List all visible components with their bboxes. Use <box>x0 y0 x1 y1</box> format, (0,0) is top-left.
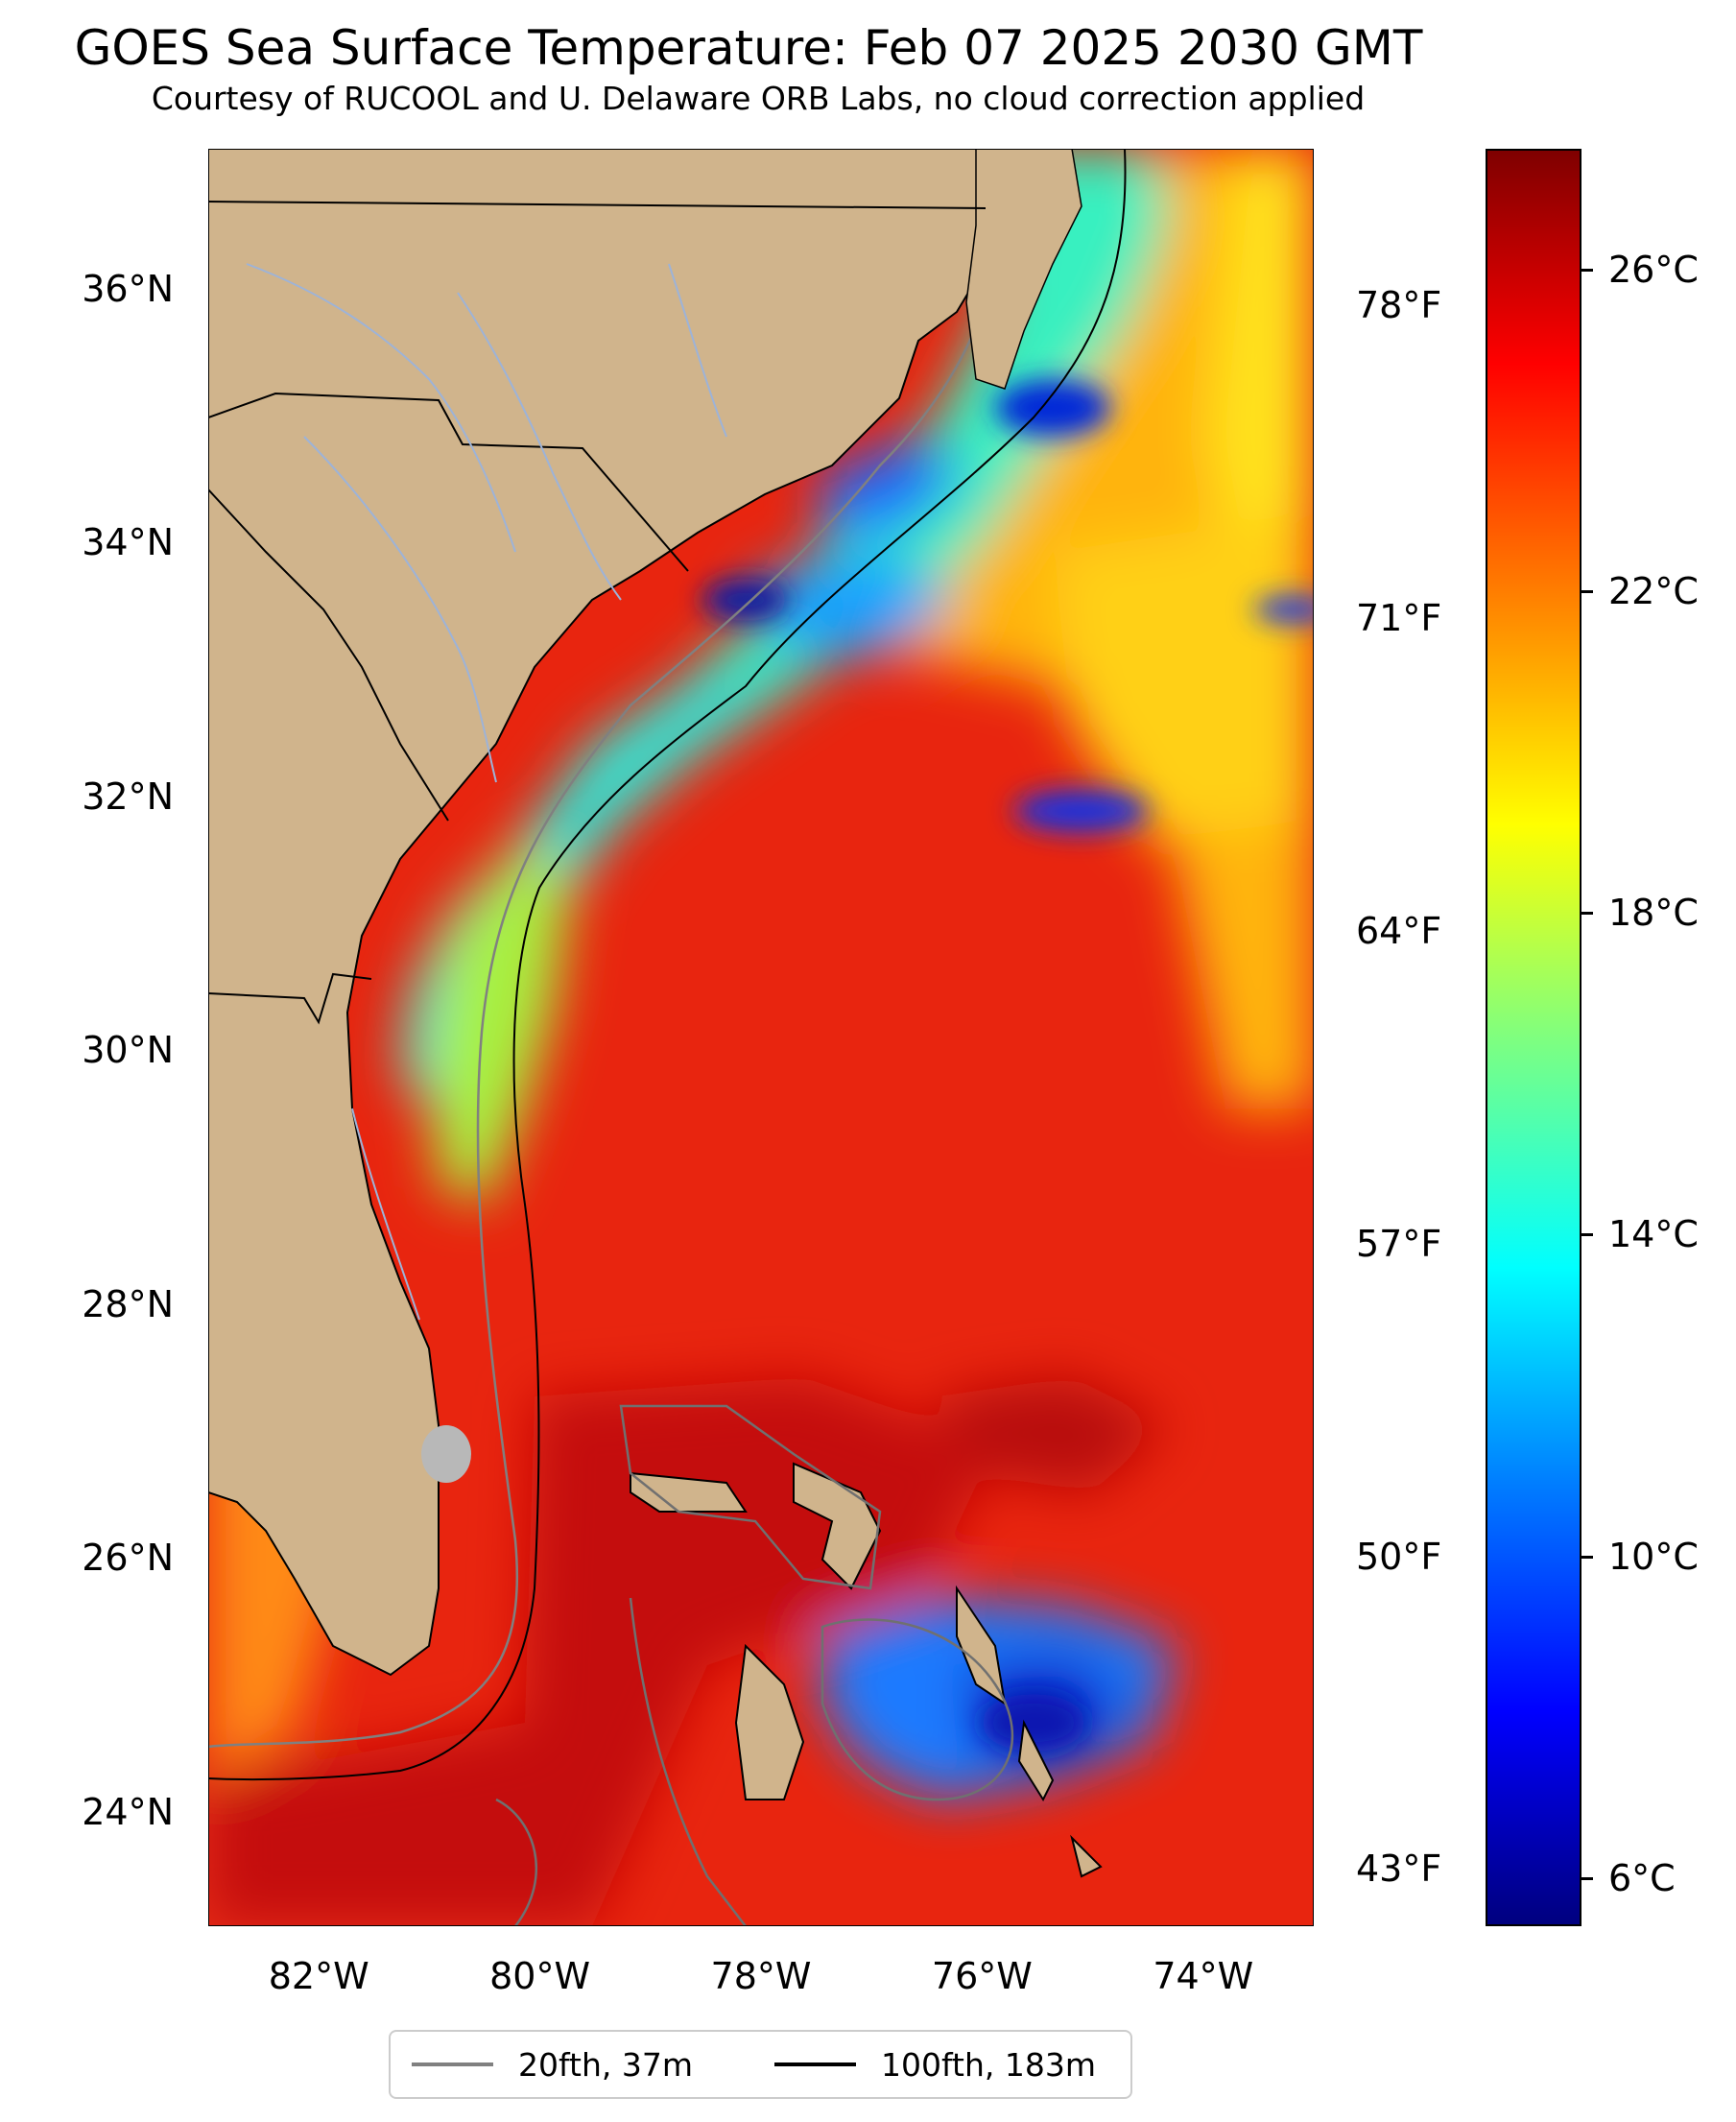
legend-swatch-20fth <box>412 2062 493 2066</box>
bank-contours <box>495 1404 1014 1926</box>
fahrenheit-tick-label: 64°F <box>1356 909 1442 952</box>
fahrenheit-tick-label: 78°F <box>1356 283 1442 326</box>
lon-tick-label: 82°W <box>268 1955 369 1997</box>
land-outer-banks <box>965 149 1082 390</box>
lat-tick-label: 36°N <box>82 267 174 310</box>
colorbar-tick-label: 26°C <box>1608 248 1699 291</box>
colorbar-tick <box>1581 912 1593 916</box>
lon-tick-label: 76°W <box>931 1955 1033 1997</box>
lat-tick-label: 24°N <box>82 1790 174 1833</box>
lat-tick-label: 28°N <box>82 1282 174 1325</box>
colorbar-tick <box>1581 1876 1593 1880</box>
cold-eddies <box>702 379 1314 1752</box>
colorbar-tick-label: 14°C <box>1608 1213 1699 1256</box>
lon-tick-label: 74°W <box>1153 1955 1254 1997</box>
contour-20fth <box>208 149 1002 1749</box>
fahrenheit-tick-label: 57°F <box>1356 1222 1442 1265</box>
land-mainland <box>208 149 992 1677</box>
colorbar-gradient <box>1486 149 1581 1926</box>
colorbar-tick <box>1581 1233 1593 1237</box>
bahamas-islands <box>630 1462 1103 1878</box>
colorbar-tick <box>1581 589 1593 593</box>
map-canvas <box>195 135 1327 1940</box>
chart-subtitle: Courtesy of RUCOOL and U. Delaware ORB L… <box>151 80 1366 117</box>
contour-legend: 20fth, 37m 100fth, 183m <box>389 2030 1132 2099</box>
lat-tick-label: 30°N <box>82 1029 174 1072</box>
lake-okeechobee <box>421 1425 471 1483</box>
sst-map[interactable] <box>195 135 1327 1940</box>
legend-swatch-100fth <box>774 2062 856 2066</box>
legend-item-20fth: 20fth, 37m <box>412 2032 693 2097</box>
legend-item-100fth: 100fth, 183m <box>774 2032 1096 2097</box>
border-nc-sc <box>208 392 689 572</box>
colorbar-tick-label: 22°C <box>1608 569 1699 612</box>
colorbar-tick-label: 18°C <box>1608 892 1699 935</box>
colorbar-tick-label: 10°C <box>1608 1535 1699 1578</box>
border-ga-fl <box>208 972 372 1025</box>
border-sc-ga <box>208 489 449 822</box>
colorbar-tick <box>1581 1555 1593 1559</box>
lat-tick-label: 32°N <box>82 775 174 818</box>
lat-tick-label: 26°N <box>82 1537 174 1580</box>
legend-label-100fth: 100fth, 183m <box>881 2045 1096 2084</box>
colorbar-tick-label: 6°C <box>1608 1856 1676 1899</box>
colorbar: 6°C 10°C 14°C 18°C 22°C 26°C <box>1486 149 1699 1926</box>
lon-tick-label: 80°W <box>489 1955 591 1997</box>
lat-tick-label: 34°N <box>82 521 174 564</box>
fahrenheit-tick-label: 71°F <box>1356 596 1442 639</box>
fahrenheit-tick-label: 43°F <box>1356 1848 1442 1891</box>
lon-tick-label: 78°W <box>710 1955 812 1997</box>
chart-title: GOES Sea Surface Temperature: Feb 07 202… <box>74 20 1423 76</box>
colorbar-tick <box>1581 268 1593 272</box>
border-va-nc <box>208 201 987 209</box>
legend-label-20fth: 20fth, 37m <box>518 2045 693 2084</box>
rivers <box>246 263 727 1321</box>
fahrenheit-tick-label: 50°F <box>1356 1535 1442 1578</box>
contour-100fth <box>208 149 1127 1781</box>
